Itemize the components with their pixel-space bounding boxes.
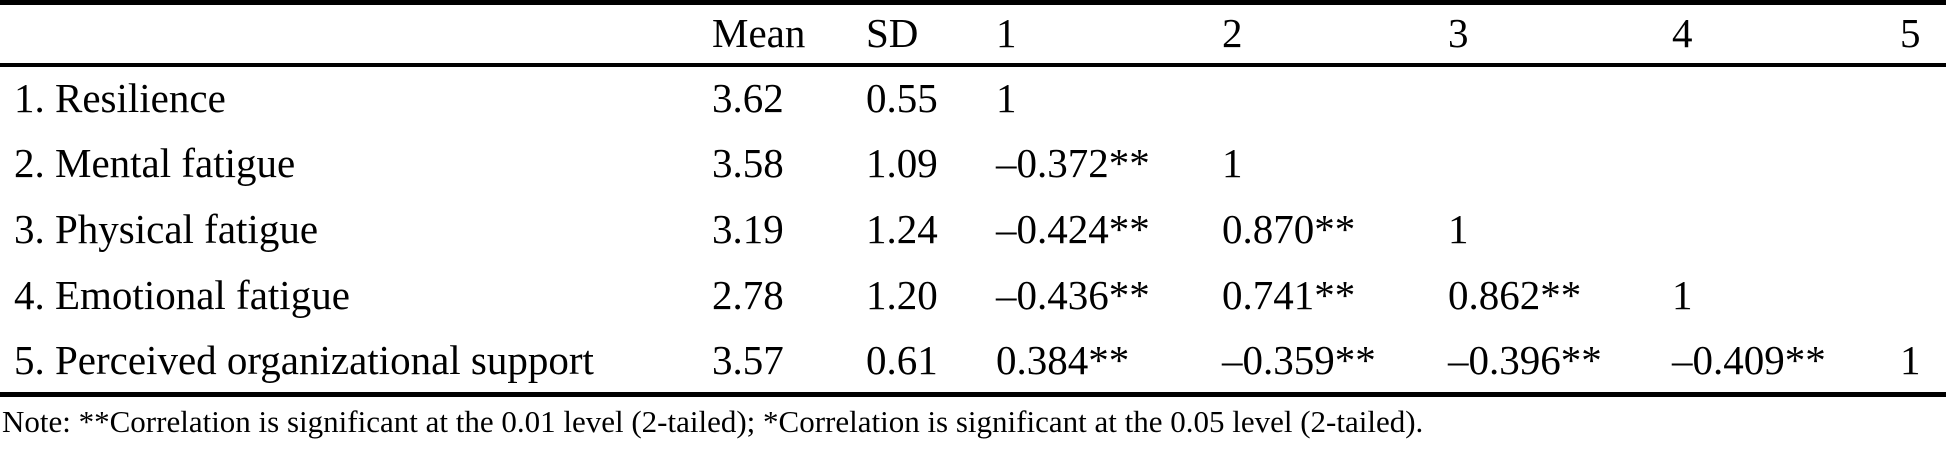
table-cell-r4 [1658,131,1886,197]
table-cell-r1: 0.384** [996,336,1130,383]
table-cell-r4 [1658,197,1886,263]
row-label: 2. Mental fatigue [14,140,296,186]
table-cell-r4: 1 [1672,272,1693,318]
table-cell-sd: 0.61 [866,336,938,383]
table-cell-r3 [1434,131,1658,197]
table-row: 5. Perceived organizational support 3.57… [0,329,1946,395]
table-cell-r2: 1 [1222,140,1243,186]
table-cell-r2 [1208,65,1434,131]
table-cell-r3: 0.862** [1448,272,1582,318]
table-cell-r2: –0.359** [1222,336,1376,383]
table-row: 4. Emotional fatigue 2.78 1.20 –0.436** … [0,263,1946,329]
table-cell-mean: 3.58 [712,140,784,186]
correlation-table: Mean SD 1 2 3 4 5 1. Resilience 3.62 0.5… [0,0,1946,395]
table-cell-mean: 3.62 [712,75,784,121]
table-row: 1. Resilience 3.62 0.55 1 [0,65,1946,131]
table-cell-r1: 1 [996,75,1017,121]
table-cell-r5 [1886,131,1946,197]
column-header-3: 3 [1448,10,1469,57]
table-cell-mean: 3.19 [712,206,784,252]
row-label: 4. Emotional fatigue [14,272,350,318]
table-cell-r5 [1886,65,1946,131]
table-cell-r2: 0.741** [1222,272,1356,318]
table-cell-r5: 1 [1900,336,1921,383]
table-cell-r2: 0.870** [1222,206,1356,252]
column-header-2: 2 [1222,10,1243,57]
table-cell-r3 [1434,65,1658,131]
column-header-variable [0,3,698,65]
table-cell-r3: –0.396** [1448,336,1602,383]
table-cell-mean: 3.57 [712,336,784,383]
table-cell-r3: 1 [1448,206,1469,252]
column-header-1: 1 [996,10,1017,57]
table-cell-r5 [1886,263,1946,329]
column-header-4: 4 [1672,10,1693,57]
table-note: Note: **Correlation is significant at th… [2,404,1424,439]
table-cell-r4: –0.409** [1672,336,1826,383]
table-cell-r5 [1886,197,1946,263]
table-row: 3. Physical fatigue 3.19 1.24 –0.424** 0… [0,197,1946,263]
table-cell-sd: 0.55 [866,75,938,121]
table-cell-r4 [1658,65,1886,131]
table-cell-r1: –0.436** [996,272,1150,318]
column-header-mean: Mean [712,10,806,57]
table-cell-r1: –0.372** [996,140,1150,186]
header-row: Mean SD 1 2 3 4 5 [0,3,1946,65]
row-label: 5. Perceived organizational support [14,336,594,383]
row-label: 1. Resilience [14,75,226,121]
row-label: 3. Physical fatigue [14,206,319,252]
table-cell-sd: 1.24 [866,206,938,252]
table-cell-sd: 1.20 [866,272,938,318]
table-cell-r1: –0.424** [996,206,1150,252]
column-header-sd: SD [866,10,919,57]
column-header-5: 5 [1900,10,1921,57]
table-cell-sd: 1.09 [866,140,938,186]
table-row: 2. Mental fatigue 3.58 1.09 –0.372** 1 [0,131,1946,197]
table-cell-mean: 2.78 [712,272,784,318]
